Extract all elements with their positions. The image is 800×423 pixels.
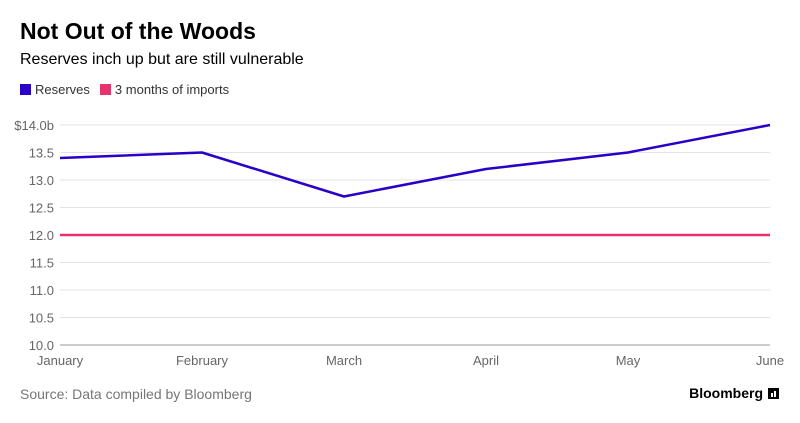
y-tick-label: 11.0 [30,283,54,298]
chart-subtitle: Reserves inch up but are still vulnerabl… [20,51,304,68]
x-tick-label: February [176,353,229,368]
x-tick-label: June [756,353,784,368]
y-tick-label: 10.5 [29,311,54,326]
brand-logo: Bloomberg [689,385,779,401]
legend-item-reserves: Reserves [20,82,90,97]
y-tick-label: 10.0 [29,338,54,353]
legend-swatch-imports [99,84,111,95]
y-tick-label: 11.5 [30,256,54,271]
legend-label-imports: 3 months of imports [114,82,230,97]
x-tick-label: March [326,353,362,368]
legend-swatch-reserves [20,84,31,95]
x-tick-label: May [616,353,641,368]
brand-name: Bloomberg [689,385,763,401]
brand-chart-icon [768,387,779,399]
legend-item-imports: 3 months of imports [99,82,230,97]
x-tick-label: April [473,353,499,368]
y-tick-label: 13.0 [29,173,54,188]
y-tick-label: $14.0b [14,118,54,133]
source-note: Source: Data compiled by Bloomberg [20,386,252,402]
series-line-reserves [59,123,771,198]
y-tick-label: 13.5 [29,146,54,161]
legend-label-reserves: Reserves [35,82,90,97]
legend: Reserves 3 months of imports [20,82,239,97]
x-tick-label: January [37,353,84,368]
chart-title: Not Out of the Woods [20,18,256,44]
y-tick-label: 12.5 [29,201,54,216]
y-tick-label: 12.0 [29,228,54,243]
